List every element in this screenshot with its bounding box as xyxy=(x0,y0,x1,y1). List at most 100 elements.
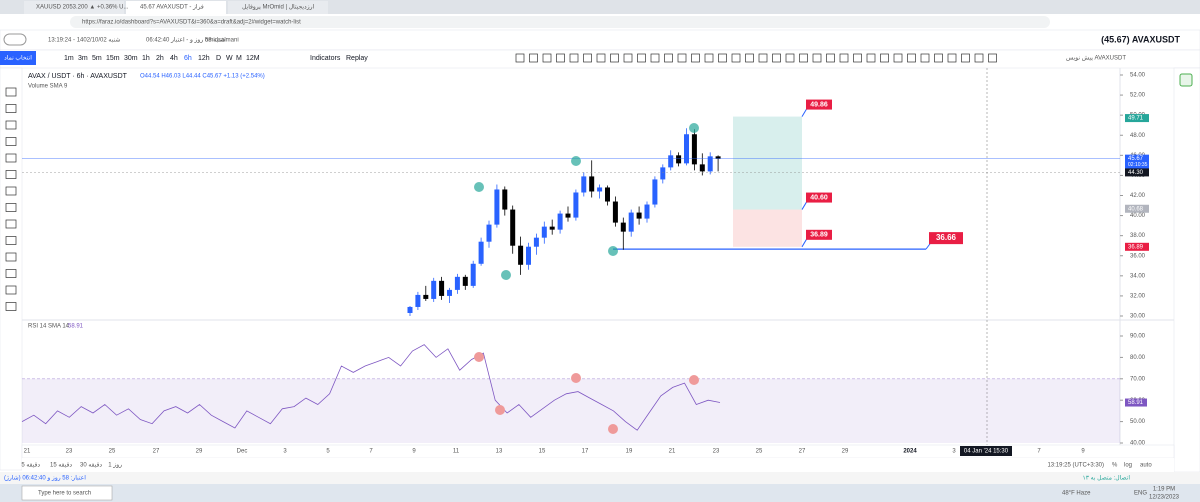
replay[interactable]: Replay xyxy=(346,55,368,62)
drawing-tool xyxy=(893,53,903,63)
drawing-tool xyxy=(677,53,687,63)
side-tool xyxy=(5,269,17,278)
drawing-tool xyxy=(907,53,916,63)
axis-rsi-label: 58.91 xyxy=(1128,400,1144,406)
candle-body xyxy=(494,189,500,225)
rsi-pivot xyxy=(495,405,505,415)
x-tick-label: 11 xyxy=(453,449,460,455)
interval[interactable]: D xyxy=(216,55,221,62)
range[interactable]: 30 دقیقه xyxy=(80,463,102,469)
drawing-tool xyxy=(799,53,808,63)
drawing-tool xyxy=(529,53,538,63)
interval[interactable]: 6h xyxy=(184,55,192,62)
y-tick-label: 32.00 xyxy=(1130,293,1146,299)
pivot-high xyxy=(474,182,484,192)
auto[interactable]: auto xyxy=(1140,463,1152,469)
draft: پیش نویس AVAXUSDT xyxy=(1066,56,1126,62)
x-tick-label: 5 xyxy=(326,449,330,455)
drawing-tool xyxy=(556,53,565,63)
candle-body xyxy=(652,179,658,205)
side-tool xyxy=(5,186,17,196)
tab[interactable] xyxy=(126,1,226,14)
price-tag-label: 49.86 xyxy=(810,101,828,108)
candle-body xyxy=(684,134,689,164)
candle-body xyxy=(415,294,421,307)
candle-body xyxy=(454,276,460,290)
candle-body xyxy=(541,226,547,238)
symbol-title: (45.67) AVAXUSDT xyxy=(1101,34,1180,44)
interval[interactable]: 2h xyxy=(156,55,164,62)
interval[interactable]: 5m xyxy=(92,55,102,62)
log[interactable]: log xyxy=(1124,463,1132,469)
axis-price-tag xyxy=(1125,242,1149,251)
x-tick-label: 2024 xyxy=(903,449,917,455)
candle-body xyxy=(612,201,618,223)
interval[interactable]: 3m xyxy=(78,55,88,62)
interval[interactable]: 12h xyxy=(198,55,210,62)
axis-price-label: 40.68 xyxy=(1128,206,1144,212)
url: https://faraz.io/dashboard?s=AVAXUSDT&i=… xyxy=(82,20,301,26)
watchlist-icon[interactable] xyxy=(1179,73,1193,87)
y-tick-label: 42.00 xyxy=(1130,193,1146,199)
x-tick-label: 23 xyxy=(66,449,73,455)
select-symbol-button[interactable] xyxy=(0,51,36,65)
interval[interactable]: 1h xyxy=(142,55,150,62)
x-tick-label: 7 xyxy=(1037,449,1041,455)
theme-toggle[interactable] xyxy=(3,33,27,46)
search-box[interactable] xyxy=(21,485,113,501)
candle-body xyxy=(636,212,642,219)
candle-body xyxy=(620,222,626,232)
pivot-high xyxy=(571,156,581,166)
interval[interactable]: 15m xyxy=(106,55,120,62)
countdown: 02:10:35 xyxy=(1128,162,1148,168)
drawing-tool xyxy=(718,53,727,63)
tab[interactable] xyxy=(24,1,124,14)
price-tag-label: 40.60 xyxy=(810,194,828,201)
tab[interactable] xyxy=(228,1,328,14)
stop-zone xyxy=(733,209,802,247)
url-field[interactable] xyxy=(70,16,1050,28)
x-tick-label: 3 xyxy=(283,449,287,455)
y-tick-label: 36.00 xyxy=(1130,253,1146,259)
candle-body xyxy=(581,176,587,193)
drawing-tool xyxy=(772,53,781,63)
candle-body xyxy=(597,187,603,192)
taskbar xyxy=(0,484,1200,502)
side-tool xyxy=(5,203,17,212)
range[interactable]: 5 دقیقه xyxy=(21,463,40,469)
toolbar xyxy=(0,49,1200,69)
crosshair-time-bg xyxy=(960,446,1012,456)
drawing-tool xyxy=(961,53,970,63)
range[interactable]: 1 روز xyxy=(108,463,122,469)
interval[interactable]: W xyxy=(226,55,233,62)
y-tick-label: 30.00 xyxy=(1130,314,1146,320)
clock: 13:19:24 - 1402/10/02 شنبه xyxy=(48,38,120,44)
interval[interactable]: 12M xyxy=(246,55,260,62)
candle-body xyxy=(660,167,666,180)
candle-body xyxy=(502,189,508,210)
interval[interactable]: M xyxy=(236,55,242,62)
drawing-tool xyxy=(515,53,525,63)
drawing-tool xyxy=(596,53,606,63)
drawing-tool xyxy=(826,53,835,63)
candle-body xyxy=(447,289,452,296)
lang: ENG xyxy=(1134,491,1147,497)
drawing-tool xyxy=(758,53,768,63)
side-tool xyxy=(5,120,17,130)
interval[interactable]: 1m xyxy=(64,55,74,62)
price-tag xyxy=(929,232,963,245)
range[interactable]: 15 دقیقه xyxy=(50,463,72,469)
interval[interactable]: 30m xyxy=(124,55,138,62)
percent[interactable]: % xyxy=(1112,463,1118,469)
x-tick-label: 9 xyxy=(412,449,416,455)
candle-body xyxy=(715,156,721,159)
interval[interactable]: 4h xyxy=(170,55,178,62)
drawing-tool xyxy=(853,53,862,63)
side-tool xyxy=(5,219,17,229)
drawing-tool xyxy=(637,53,646,63)
rsi-line xyxy=(21,344,721,431)
candle-body xyxy=(557,213,563,230)
indicators[interactable]: Indicators xyxy=(310,55,341,62)
ohlc: O44.54 H46.03 L44.44 C45.67 +1.13 (+2.54… xyxy=(140,74,265,80)
candle-body xyxy=(462,276,468,286)
